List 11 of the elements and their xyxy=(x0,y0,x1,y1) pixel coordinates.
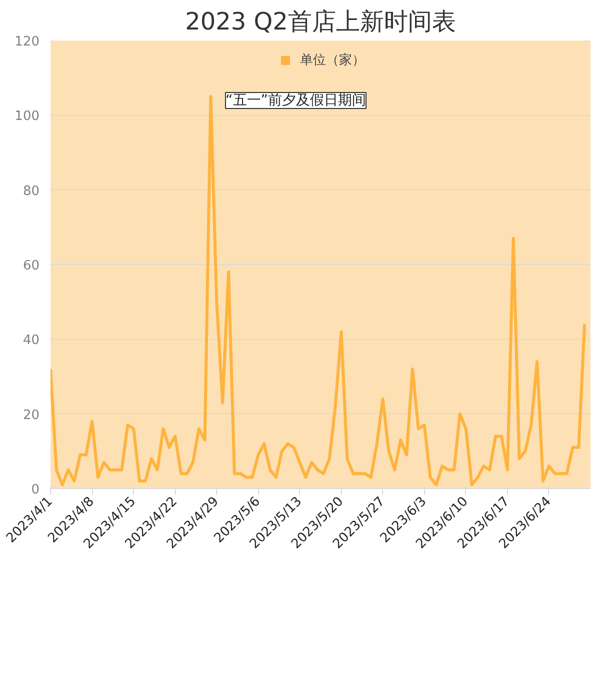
legend-label: 单位（家） xyxy=(300,52,365,69)
y-tick-label: 80 xyxy=(22,184,40,199)
y-tick-label: 120 xyxy=(14,34,40,50)
y-tick-label: 40 xyxy=(22,333,40,348)
y-tick-label: 100 xyxy=(14,109,40,124)
y-tick-label: 20 xyxy=(22,408,40,423)
chart-title: 2023 Q2首店上新时间表 xyxy=(185,8,456,36)
y-tick-label: 0 xyxy=(31,482,40,498)
y-tick-label: 60 xyxy=(22,258,40,274)
annotation: “五一”前夕及假日期间 xyxy=(226,92,366,108)
line-series xyxy=(50,95,586,486)
